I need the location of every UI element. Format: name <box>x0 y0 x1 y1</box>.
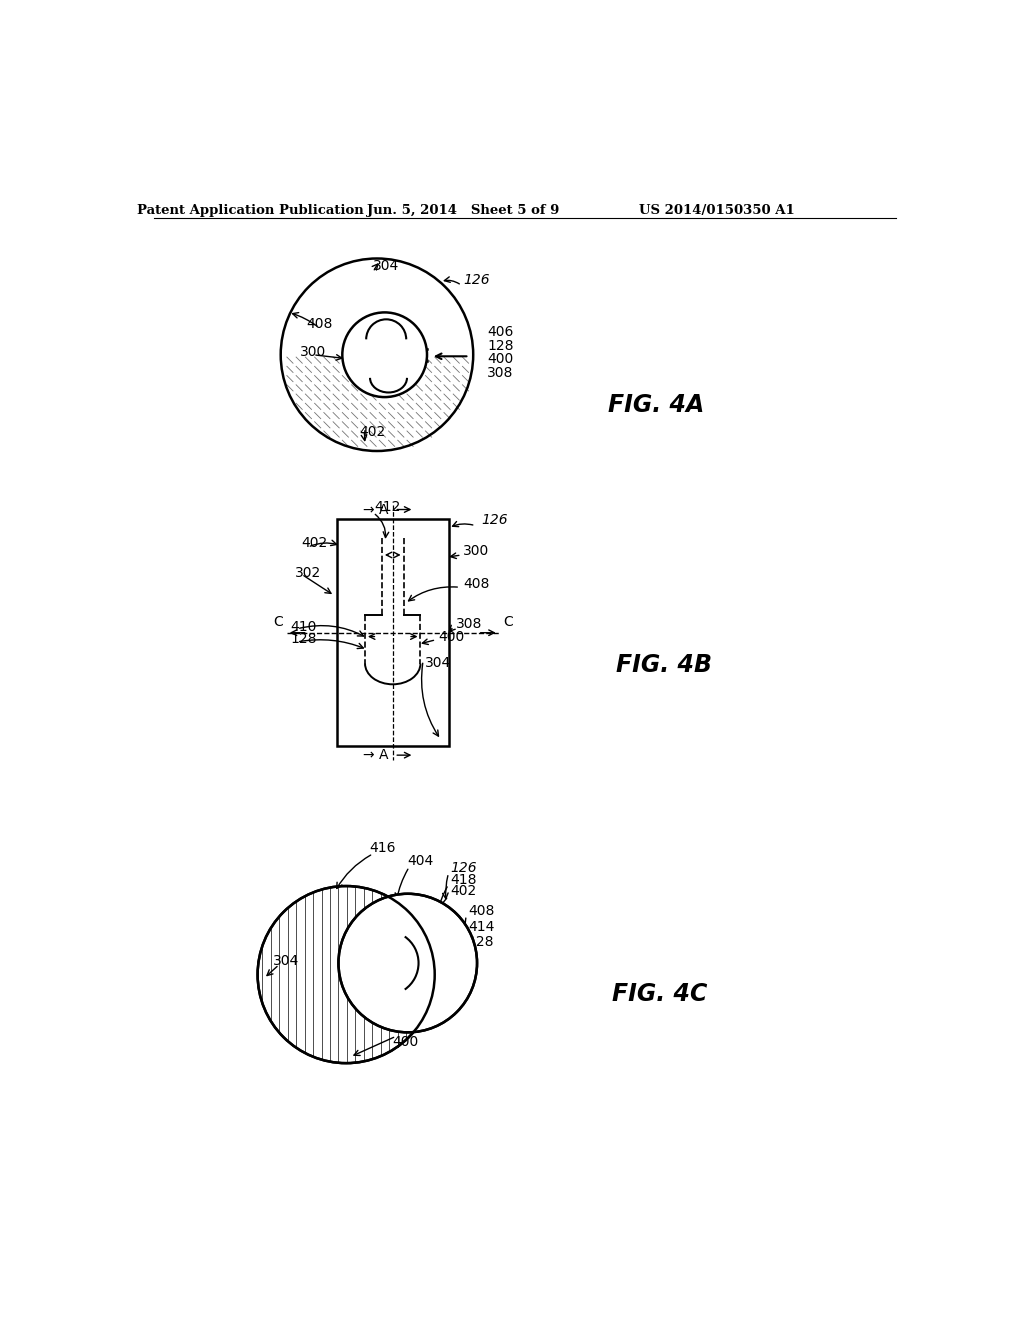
Text: Patent Application Publication: Patent Application Publication <box>136 205 364 218</box>
Text: 406: 406 <box>487 325 513 339</box>
Circle shape <box>258 886 435 1063</box>
Text: 408: 408 <box>463 577 489 591</box>
Text: 400: 400 <box>487 352 513 367</box>
Text: 404: 404 <box>408 854 434 869</box>
Text: 300: 300 <box>300 346 327 359</box>
Text: FIG. 4B: FIG. 4B <box>615 653 712 677</box>
Text: 402: 402 <box>451 884 476 899</box>
Text: 408: 408 <box>468 904 495 919</box>
Text: 400: 400 <box>392 1035 419 1049</box>
Text: 412: 412 <box>374 500 400 515</box>
Text: 128: 128 <box>290 632 316 645</box>
Text: 410: 410 <box>290 619 316 634</box>
Circle shape <box>342 313 427 397</box>
Text: 300: 300 <box>463 544 489 558</box>
Text: 416: 416 <box>370 841 395 854</box>
Text: 304: 304 <box>273 954 299 968</box>
Text: 418: 418 <box>451 873 476 887</box>
Text: 402: 402 <box>359 425 385 438</box>
Text: US 2014/0150350 A1: US 2014/0150350 A1 <box>639 205 796 218</box>
Text: 128: 128 <box>487 338 514 352</box>
Text: 402: 402 <box>301 536 328 550</box>
Text: FIG. 4A: FIG. 4A <box>608 393 705 417</box>
Text: Jun. 5, 2014   Sheet 5 of 9: Jun. 5, 2014 Sheet 5 of 9 <box>367 205 559 218</box>
Text: 408: 408 <box>306 317 333 331</box>
Text: 128: 128 <box>468 936 495 949</box>
Text: C: C <box>272 615 283 628</box>
Text: C: C <box>503 615 513 628</box>
Bar <box>337 519 449 746</box>
Text: FIG. 4C: FIG. 4C <box>611 982 708 1006</box>
Text: 126: 126 <box>481 513 508 527</box>
Text: 400: 400 <box>438 631 465 644</box>
Text: 304: 304 <box>425 656 451 669</box>
Text: 126: 126 <box>463 273 489 286</box>
Text: → A: → A <box>364 748 389 762</box>
Text: 308: 308 <box>456 618 482 631</box>
Circle shape <box>339 894 477 1032</box>
Text: 126: 126 <box>451 862 477 875</box>
Text: 304: 304 <box>373 259 399 273</box>
Text: 302: 302 <box>295 566 321 579</box>
Text: 308: 308 <box>487 366 513 380</box>
Text: → A: → A <box>364 503 389 516</box>
Text: 414: 414 <box>468 920 495 933</box>
